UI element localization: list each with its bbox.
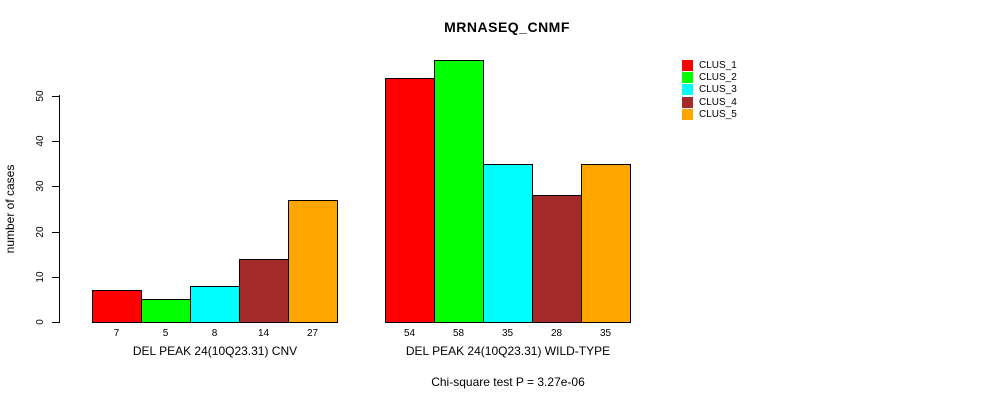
y-tick-label: 10 <box>35 271 46 283</box>
bar-clus-1-cnv <box>92 290 142 323</box>
y-tick-mark <box>52 186 59 187</box>
bar-value-label: 8 <box>211 328 218 339</box>
bar-clus-2-wild-type <box>434 60 484 323</box>
legend-swatch-icon <box>682 84 693 96</box>
y-tick-mark <box>52 96 59 97</box>
bar-value-label: 35 <box>501 328 514 339</box>
bar-clus-1-wild-type <box>385 78 435 323</box>
legend-swatch-icon <box>682 72 693 84</box>
y-tick-label: 30 <box>35 180 46 192</box>
legend-item-clus-4: CLUS_4 <box>682 96 737 108</box>
y-axis-line <box>59 95 60 323</box>
bar-value-label: 54 <box>403 328 416 339</box>
legend-label: CLUS_3 <box>699 84 737 96</box>
y-tick-mark <box>52 141 59 142</box>
bar-value-label: 58 <box>452 328 465 339</box>
legend-label: CLUS_5 <box>699 109 737 121</box>
y-tick-label: 50 <box>35 90 46 102</box>
bar-clus-4-cnv <box>239 259 289 323</box>
y-tick-mark <box>52 322 59 323</box>
legend-item-clus-5: CLUS_5 <box>682 109 737 121</box>
y-axis-title: number of cases <box>3 164 17 254</box>
chi-square-note: Chi-square test P = 3.27e-06 <box>431 375 585 389</box>
y-tick-mark <box>52 232 59 233</box>
bar-value-label: 5 <box>162 328 169 339</box>
legend-label: CLUS_4 <box>699 96 737 108</box>
bar-value-label: 14 <box>257 328 270 339</box>
bar-value-label: 7 <box>113 328 120 339</box>
legend-swatch-icon <box>682 59 693 71</box>
bar-clus-5-wild-type <box>581 164 631 323</box>
y-tick-label: 0 <box>35 319 46 325</box>
legend-swatch-icon <box>682 109 693 121</box>
chart-title: MRNASEQ_CNMF <box>444 19 570 35</box>
bar-value-label: 28 <box>550 328 563 339</box>
legend-item-clus-1: CLUS_1 <box>682 59 737 71</box>
bar-clus-3-wild-type <box>483 164 533 323</box>
legend-swatch-icon <box>682 96 693 108</box>
bar-clus-5-cnv <box>288 200 338 323</box>
legend-item-clus-3: CLUS_3 <box>682 84 737 96</box>
legend-label: CLUS_1 <box>699 59 737 71</box>
bar-value-label: 27 <box>306 328 319 339</box>
group-label-wild-type: DEL PEAK 24(10Q23.31) WILD-TYPE <box>405 344 611 358</box>
legend-label: CLUS_2 <box>699 72 737 84</box>
y-tick-label: 40 <box>35 135 46 147</box>
bar-clus-2-cnv <box>141 299 191 323</box>
legend-item-clus-2: CLUS_2 <box>682 71 737 84</box>
y-tick-label: 20 <box>35 226 46 238</box>
bar-clus-3-cnv <box>190 286 240 323</box>
y-tick-mark <box>52 277 59 278</box>
bar-clus-4-wild-type <box>532 195 582 323</box>
group-label-cnv: DEL PEAK 24(10Q23.31) CNV <box>132 344 298 358</box>
bar-value-label: 35 <box>599 328 612 339</box>
legend: CLUS_1 CLUS_2 CLUS_3 CLUS_4 CLUS_5 <box>682 59 737 121</box>
